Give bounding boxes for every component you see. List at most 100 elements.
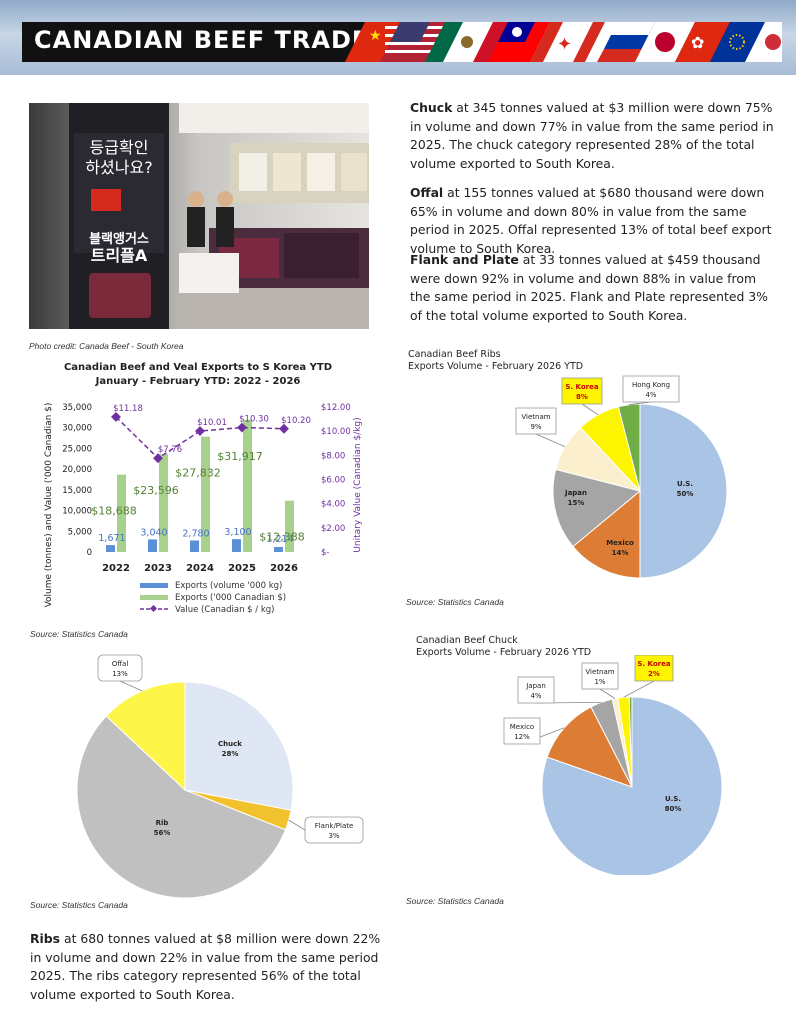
slice-label: Rib bbox=[156, 819, 169, 827]
combo-source: Source: Statistics Canada bbox=[30, 629, 128, 639]
slice-label: Japan bbox=[525, 682, 546, 690]
svg-text:등급확인: 등급확인 bbox=[90, 138, 149, 157]
y2-tick-label: $- bbox=[321, 548, 329, 558]
y2-tick-label: $2.00 bbox=[321, 524, 345, 534]
slice-percent: 80% bbox=[665, 805, 682, 813]
y-tick-label: 25,000 bbox=[62, 444, 92, 454]
slice-percent: 2% bbox=[648, 670, 660, 678]
unit-value-point bbox=[153, 453, 163, 464]
y2-tick-label: $10.00 bbox=[321, 427, 351, 437]
value-bar bbox=[285, 500, 294, 552]
unit-value-label: $10.01 bbox=[197, 418, 227, 428]
slice-label-box bbox=[581, 662, 619, 690]
svg-text:트리플A: 트리플A bbox=[91, 246, 148, 265]
y2-tick-label: $8.00 bbox=[321, 451, 345, 461]
slice-percent: 15% bbox=[568, 499, 585, 507]
chuck-pie-title: Canadian Beef Chuck bbox=[416, 635, 518, 646]
store-promotion-photo: 등급확인 하셨나요? 블랙앵거스 트리플A bbox=[29, 103, 369, 329]
y2-tick-label: $12.00 bbox=[321, 403, 351, 413]
x-tick-label: 2026 bbox=[270, 563, 298, 574]
ribs-pie-title: Canadian Beef Ribs bbox=[408, 349, 501, 360]
y-tick-label: 10,000 bbox=[62, 507, 92, 517]
pie-slice bbox=[572, 489, 641, 579]
unit-value-point bbox=[237, 422, 247, 433]
unit-value-point bbox=[195, 426, 205, 436]
chart-subtitle: January - February YTD: 2022 - 2026 bbox=[95, 376, 301, 387]
ribs-paragraph: Ribs at 680 tonnes valued at $8 million … bbox=[30, 931, 381, 1002]
slice-label-box bbox=[503, 717, 541, 745]
eu-flag bbox=[710, 22, 765, 62]
slice-label-box bbox=[634, 655, 674, 682]
hongkong-flag bbox=[675, 22, 730, 62]
slice-label: S. Korea bbox=[565, 383, 598, 391]
volume-bar bbox=[232, 539, 241, 552]
y-tick-label: 30,000 bbox=[62, 424, 92, 434]
slice-label: S. Korea bbox=[637, 660, 670, 668]
slice-percent: 3% bbox=[328, 832, 339, 840]
leader-line bbox=[623, 680, 655, 698]
unit-value-label: $10.20 bbox=[281, 416, 311, 426]
slice-label-box bbox=[517, 676, 555, 704]
category-pie-chart: Chuck 28% Flank/Plate 3% Rib 56% Offal 13% bbox=[76, 654, 364, 899]
slice-label: Mexico bbox=[510, 723, 534, 731]
pie-slice bbox=[546, 706, 634, 788]
value-data-label: $23,596 bbox=[133, 484, 179, 497]
slice-label: Hong Kong bbox=[632, 381, 670, 389]
ribs-pie-subtitle: Exports Volume - February 2026 YTD bbox=[408, 361, 584, 372]
value-bar bbox=[117, 474, 126, 552]
svg-text:★: ★ bbox=[369, 28, 382, 44]
slice-label-box bbox=[515, 407, 557, 435]
unit-value-label: $7.76 bbox=[158, 445, 182, 455]
legend-swatch bbox=[140, 595, 168, 600]
x-tick-label: 2022 bbox=[102, 563, 130, 574]
slice-percent: 8% bbox=[576, 393, 588, 401]
slice-label: Flank/Plate bbox=[315, 822, 354, 830]
slice-label-box bbox=[561, 377, 603, 405]
pie-slice bbox=[184, 681, 294, 811]
slice-label: Vietnam bbox=[521, 413, 550, 421]
volume-bar bbox=[148, 539, 157, 552]
volume-bar bbox=[274, 546, 283, 552]
offal-paragraph: Offal at 155 tonnes valued at $680 thous… bbox=[410, 185, 772, 256]
value-bar bbox=[243, 419, 252, 552]
volume-data-label: 1,214 bbox=[266, 534, 293, 545]
slice-label-box bbox=[622, 375, 680, 403]
leader-line bbox=[581, 403, 599, 416]
chuck-paragraph: Chuck at 345 tonnes valued at $3 million… bbox=[410, 100, 774, 171]
slice-percent: 50% bbox=[677, 490, 694, 498]
slice-label: U.S. bbox=[677, 480, 693, 488]
legend-label: Exports ('000 Canadian $) bbox=[175, 593, 286, 603]
y2-axis-label: Unitary Value (Canadian $/kg) bbox=[353, 417, 363, 552]
svg-text:✦: ✦ bbox=[557, 34, 572, 55]
volume-bar bbox=[106, 545, 115, 552]
leader-line bbox=[535, 433, 566, 448]
value-bar bbox=[159, 454, 168, 552]
y-tick-label: 35,000 bbox=[62, 403, 92, 413]
slice-label-box bbox=[304, 816, 364, 844]
y-tick-label: 15,000 bbox=[62, 486, 92, 496]
chuck-pie-subtitle: Exports Volume - February 2026 YTD bbox=[416, 647, 592, 658]
slice-percent: 4% bbox=[645, 391, 656, 399]
slice-label: Vietnam bbox=[585, 668, 614, 676]
korea-flag bbox=[745, 22, 782, 62]
pie-slice bbox=[552, 468, 642, 548]
legend-swatch bbox=[140, 583, 168, 588]
pie-slice bbox=[76, 715, 287, 899]
photo-caption: Photo credit: Canada Beef - South Korea bbox=[29, 341, 184, 351]
legend-label: Value (Canadian $ / kg) bbox=[175, 605, 274, 615]
ribs-source: Source: Statistics Canada bbox=[406, 597, 504, 607]
slice-label-box bbox=[97, 654, 143, 682]
leader-line bbox=[119, 680, 143, 692]
pie-slice bbox=[639, 403, 728, 579]
chart-title: Canadian Beef and Veal Exports to S Kore… bbox=[64, 362, 332, 373]
slice-label: Offal bbox=[112, 660, 129, 668]
slice-percent: 28% bbox=[222, 750, 239, 758]
y-tick-label: 20,000 bbox=[62, 465, 92, 475]
value-data-label: $18,688 bbox=[91, 505, 137, 518]
slice-percent: 56% bbox=[154, 829, 171, 837]
slice-label: U.S. bbox=[665, 795, 681, 803]
chuck-pie-chart: U.S. 80% Mexico 12% Japan 4% Vietnam 1% S. Korea… bbox=[503, 655, 723, 875]
slice-percent: 1% bbox=[594, 678, 605, 686]
volume-data-label: 3,040 bbox=[140, 527, 167, 538]
slice-label: Mexico bbox=[606, 539, 634, 547]
